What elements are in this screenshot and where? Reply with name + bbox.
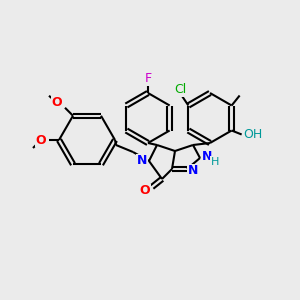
Text: N: N xyxy=(137,154,147,167)
Text: O: O xyxy=(52,96,62,109)
Text: Cl: Cl xyxy=(174,83,187,96)
Text: N: N xyxy=(202,149,212,163)
Text: O: O xyxy=(140,184,150,197)
Text: OH: OH xyxy=(243,128,262,141)
Text: H: H xyxy=(211,157,219,167)
Text: O: O xyxy=(36,134,46,146)
Text: N: N xyxy=(188,164,198,178)
Text: F: F xyxy=(144,73,152,85)
